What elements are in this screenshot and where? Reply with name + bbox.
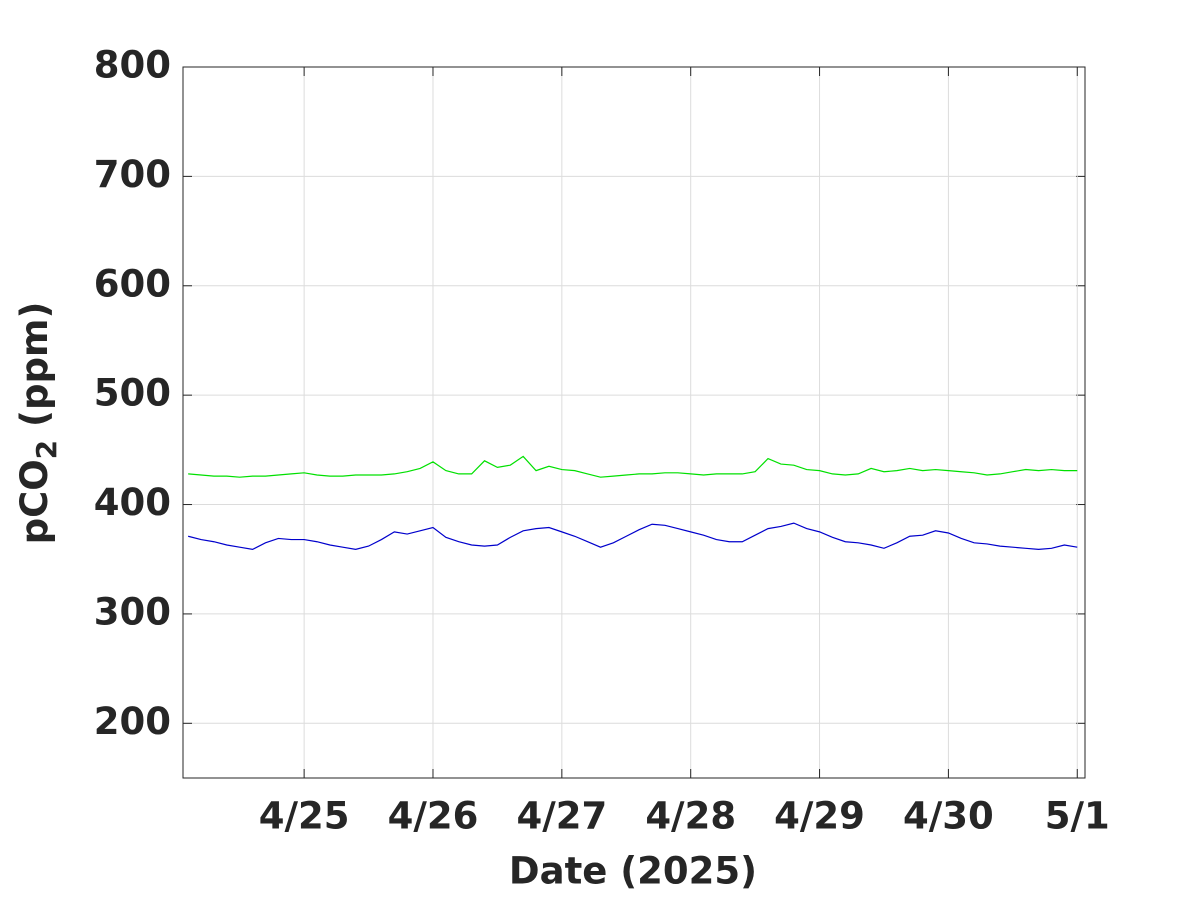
x-tick-label: 5/1 — [1045, 795, 1110, 838]
x-axis-label: Date (2025) — [509, 850, 757, 893]
plot-area — [183, 67, 1085, 778]
x-tick-label: 4/30 — [903, 795, 994, 838]
y-label-unit: (ppm) — [13, 302, 56, 440]
y-tick-label: 200 — [94, 700, 171, 743]
y-tick-label: 800 — [94, 44, 171, 87]
y-label-sub: 2 — [30, 440, 63, 459]
y-tick-label: 400 — [94, 481, 171, 524]
x-tick-label: 4/27 — [516, 795, 607, 838]
y-label-main: pCO — [13, 459, 56, 544]
data-line — [188, 455, 1078, 478]
x-tick-label: 4/29 — [774, 795, 865, 838]
y-tick-label: 600 — [94, 262, 171, 305]
x-tick-label: 4/26 — [388, 795, 479, 838]
y-axis-label: pCO2 (ppm) — [13, 302, 64, 545]
data-line — [188, 522, 1078, 551]
plot-frame — [182, 66, 1086, 779]
x-tick-label: 4/28 — [645, 795, 736, 838]
y-tick-label: 500 — [94, 372, 171, 415]
y-tick-label: 300 — [94, 590, 171, 633]
x-tick-label: 4/25 — [259, 795, 350, 838]
y-tick-label: 700 — [94, 153, 171, 196]
